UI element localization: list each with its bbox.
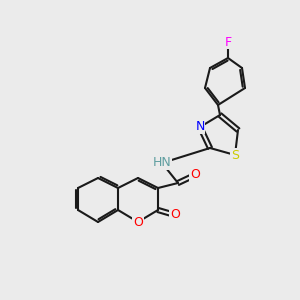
Text: HN: HN: [153, 157, 171, 169]
Text: O: O: [133, 215, 143, 229]
Text: O: O: [170, 208, 180, 221]
Text: N: N: [195, 121, 205, 134]
Text: F: F: [224, 35, 232, 49]
Text: S: S: [231, 148, 239, 161]
Text: O: O: [190, 169, 200, 182]
